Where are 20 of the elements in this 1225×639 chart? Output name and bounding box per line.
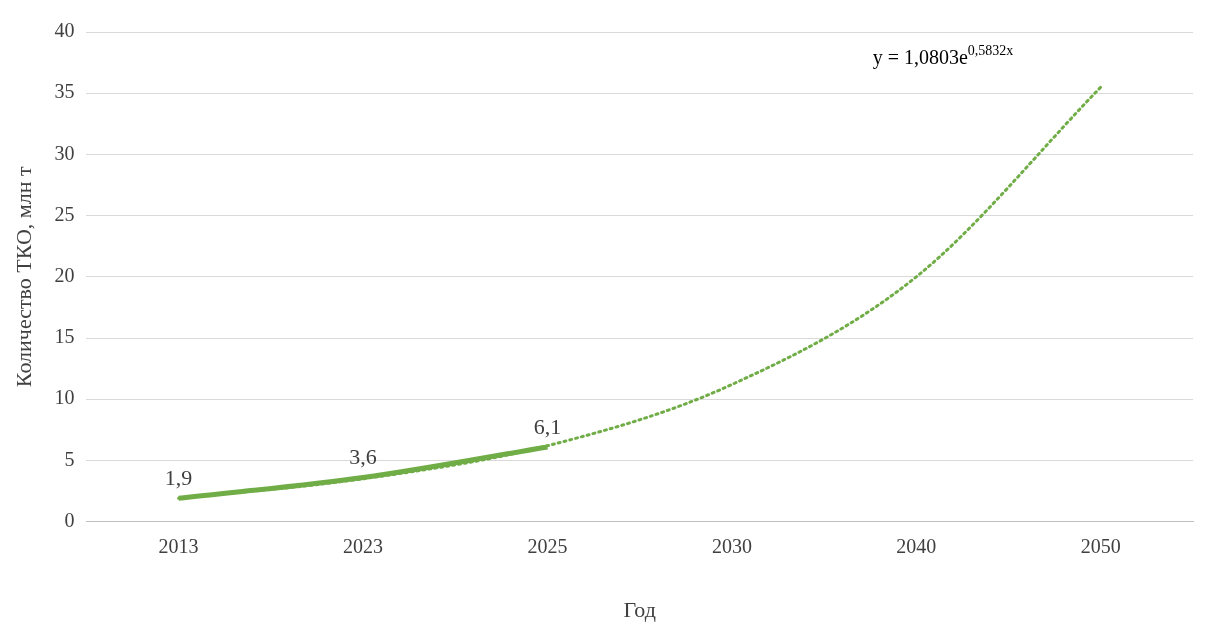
y-tick-label: 20 [54,264,75,287]
data-label: 3,6 [349,444,377,470]
x-tick-label: 2013 [158,534,199,557]
x-tick-label: 2040 [896,534,937,557]
y-axis-title: Количество ТКО, млн т [10,166,36,388]
y-tick-label: 15 [54,325,75,348]
y-tick-label: 35 [54,80,75,103]
y-tick-label: 30 [54,141,75,164]
y-tick-label: 40 [54,19,75,42]
data-label: 1,9 [164,465,193,491]
x-tick-label: 2050 [1080,534,1121,557]
data-label: 6,1 [533,413,562,439]
y-tick-label: 25 [54,202,75,225]
x-tick-label: 2023 [343,534,384,557]
y-tick-label: 10 [54,386,75,409]
y-tick-label: 5 [64,447,75,470]
x-tick-label: 2030 [711,534,752,557]
y-tick-label: 0 [64,508,75,531]
x-tick-label: 2025 [527,534,568,557]
x-axis-title: Год [623,596,656,622]
